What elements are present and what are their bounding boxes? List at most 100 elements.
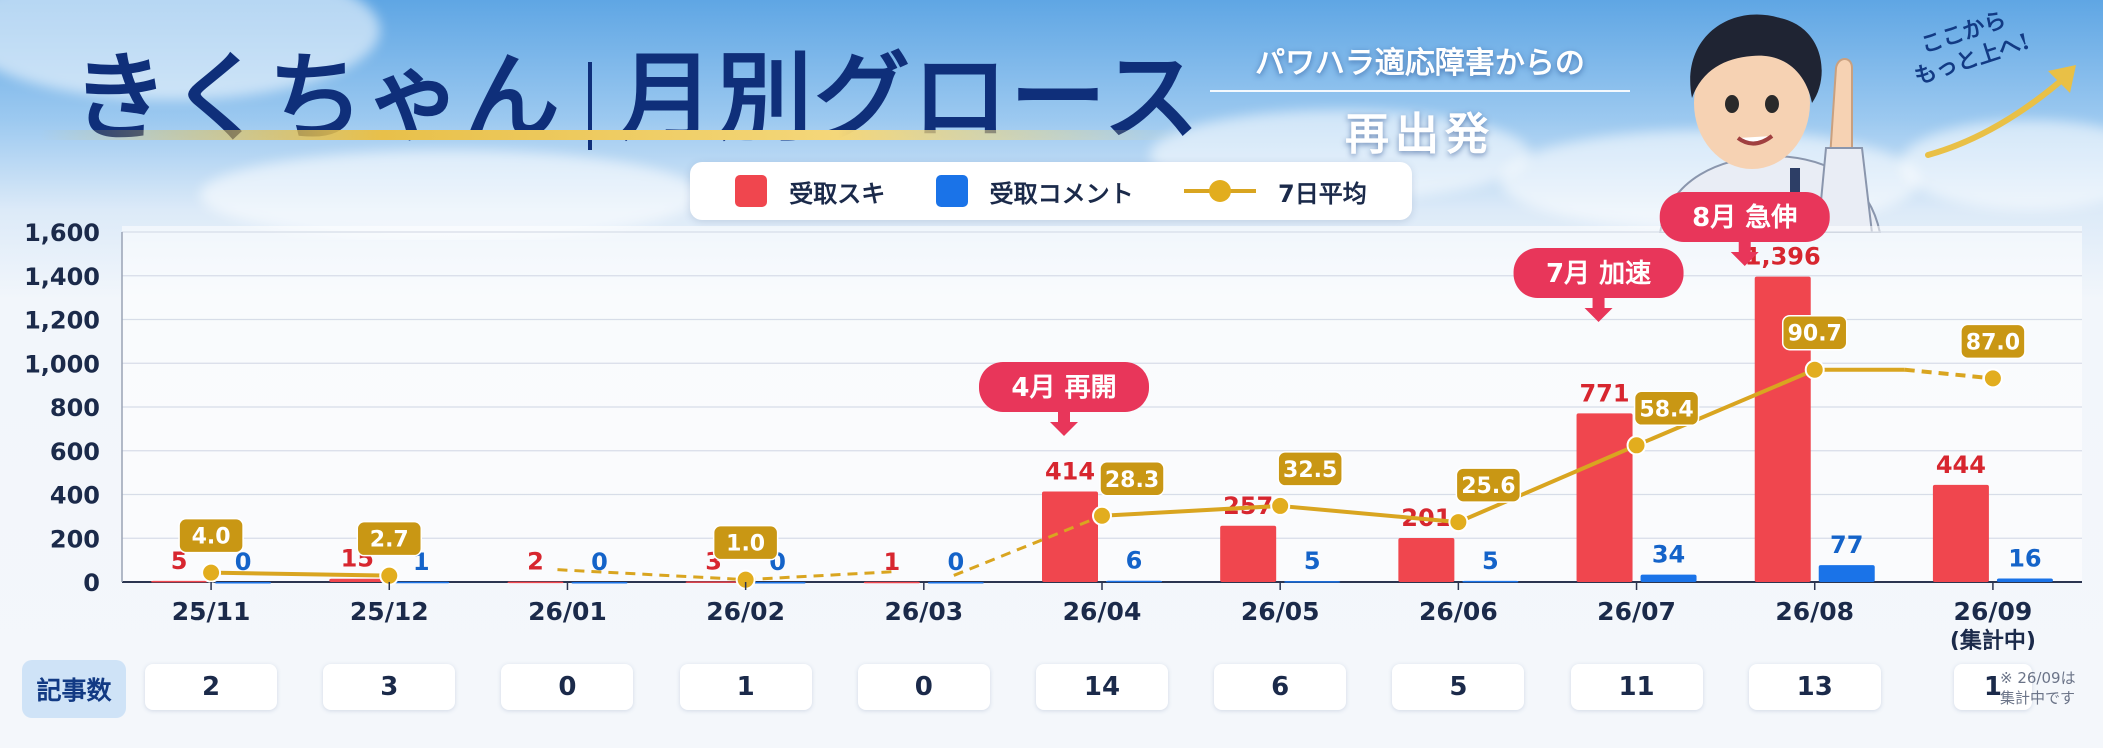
comments-value-label: 34 — [1652, 541, 1685, 569]
avg-value-label: 2.7 — [370, 528, 409, 553]
annotation-badge — [979, 362, 1149, 412]
likes-value-label: 1,396 — [1745, 243, 1821, 271]
likes-bar — [1932, 484, 1989, 582]
avg-label-bg — [1455, 467, 1522, 503]
avg-line-segment — [1904, 367, 1994, 381]
likes-bar — [151, 580, 208, 583]
chart-legend: 受取スキ 受取コメント 7日平均 — [690, 162, 1412, 220]
y-tick-label: 200 — [50, 525, 100, 553]
annotation-badge — [1513, 248, 1684, 298]
article-count-value: 11 — [1570, 664, 1703, 710]
x-tick-label: 25/12 — [350, 597, 429, 626]
avg-value-label: 4.0 — [192, 525, 231, 550]
avg-label-bg — [1277, 451, 1343, 487]
annotation-text: 8月 急伸 — [1692, 203, 1797, 233]
avg-point — [1626, 435, 1647, 456]
avg-label-bg — [1099, 461, 1165, 497]
avg-value-label: 25.6 — [1461, 474, 1515, 499]
x-tick-label: 26/04 — [1063, 597, 1142, 626]
x-tick-label: 26/08 — [1775, 597, 1854, 626]
comments-bar — [749, 582, 806, 584]
avg-point — [379, 565, 400, 586]
article-count-label: 記事数 — [22, 660, 126, 718]
avg-point — [201, 562, 222, 583]
comments-bar — [571, 582, 628, 584]
cloud — [200, 150, 700, 240]
likes-bar — [1754, 276, 1811, 582]
avg-line-segment — [1457, 443, 1638, 524]
comments-bar — [1284, 581, 1341, 583]
likes-value-label: 444 — [1936, 451, 1986, 479]
article-count-value: 13 — [1748, 664, 1881, 710]
legend-avg-label: 7日平均 — [1278, 179, 1367, 208]
avg-value-label: 32.5 — [1283, 458, 1337, 483]
avg-label-bg — [356, 520, 423, 557]
avg-label-bg — [1633, 390, 1700, 427]
likes-bar — [1220, 525, 1277, 582]
comments-bar — [1640, 574, 1697, 582]
article-count-value: 6 — [1214, 664, 1347, 710]
likes-bar — [1398, 538, 1455, 582]
comments-value-label: 0 — [235, 548, 252, 576]
avg-label-bg — [1960, 323, 2026, 360]
likes-value-label: 5 — [171, 547, 188, 575]
comments-bar — [1462, 580, 1519, 583]
y-tick-label: 800 — [50, 394, 100, 422]
y-tick-label: 0 — [83, 569, 100, 597]
x-tick-label: 26/02 — [706, 597, 785, 626]
article-count-row: 記事数 2 3 0 1 0 14 6 5 11 13 1 — [22, 660, 2062, 718]
avg-label-bg — [712, 524, 779, 561]
likes-value-label: 414 — [1045, 457, 1095, 485]
avg-value-label: 28.3 — [1105, 468, 1159, 493]
legend-item-avg: 7日平均 — [1184, 174, 1367, 209]
x-tick-label: 26/09 — [1954, 597, 2033, 626]
avg-point — [1448, 512, 1469, 533]
comments-value-label: 5 — [1304, 547, 1321, 575]
likes-bar — [507, 581, 564, 584]
y-tick-label: 1,600 — [24, 219, 100, 247]
legend-likes-label: 受取スキ — [789, 179, 886, 208]
sky-background — [0, 0, 2103, 240]
avg-value-label: 87.0 — [1966, 330, 2020, 355]
avg-line-segment — [1280, 503, 1459, 525]
avg-value-label: 1.0 — [726, 532, 765, 557]
avg-line-segment — [953, 514, 1103, 577]
legend-comments-label: 受取コメント — [989, 179, 1134, 208]
x-tick-label: 25/11 — [172, 597, 251, 626]
comments-value-label: 77 — [1830, 531, 1863, 559]
comments-value-label: 0 — [947, 548, 964, 576]
comments-value-label: 6 — [1126, 547, 1143, 575]
note-line1: ※ 26/09は — [2000, 669, 2076, 687]
legend-item-comments: 受取コメント — [935, 174, 1134, 209]
y-tick-label: 1,000 — [24, 350, 100, 378]
likes-swatch-icon — [735, 175, 768, 207]
article-count-value: 0 — [501, 664, 634, 710]
x-tick-note: (集計中) — [1950, 628, 2036, 650]
arrow-up-icon — [1925, 65, 2076, 158]
avg-line-segment — [1635, 367, 1816, 448]
x-tick-label: 26/03 — [884, 597, 963, 626]
avg-point — [1982, 368, 2003, 389]
avg-line-segment — [211, 570, 390, 578]
x-tick-label: 26/05 — [1241, 597, 1320, 626]
likes-bar — [1576, 413, 1633, 582]
likes-bar — [329, 578, 386, 582]
article-count-value: 3 — [323, 664, 456, 710]
subtitle: パワハラ適応障害からの 再出発 — [1210, 38, 1630, 162]
x-tick-label: 26/07 — [1597, 597, 1676, 626]
x-tick-label: 26/01 — [528, 597, 607, 626]
comments-value-label: 0 — [591, 548, 608, 576]
note-line2: 集計中です — [2000, 689, 2076, 707]
comments-value-label: 5 — [1482, 547, 1499, 575]
avg-line-segment — [1101, 503, 1281, 518]
avg-line-segment — [557, 568, 746, 582]
avg-label-bg — [1781, 314, 1848, 351]
article-count-value: 1 — [679, 664, 812, 710]
comments-bar — [1818, 565, 1875, 582]
annotation-badge — [1659, 192, 1830, 242]
article-count-value: 14 — [1036, 664, 1168, 710]
avg-point — [1270, 495, 1291, 516]
avg-value-label: 90.7 — [1788, 322, 1842, 347]
comments-bar — [215, 582, 272, 584]
